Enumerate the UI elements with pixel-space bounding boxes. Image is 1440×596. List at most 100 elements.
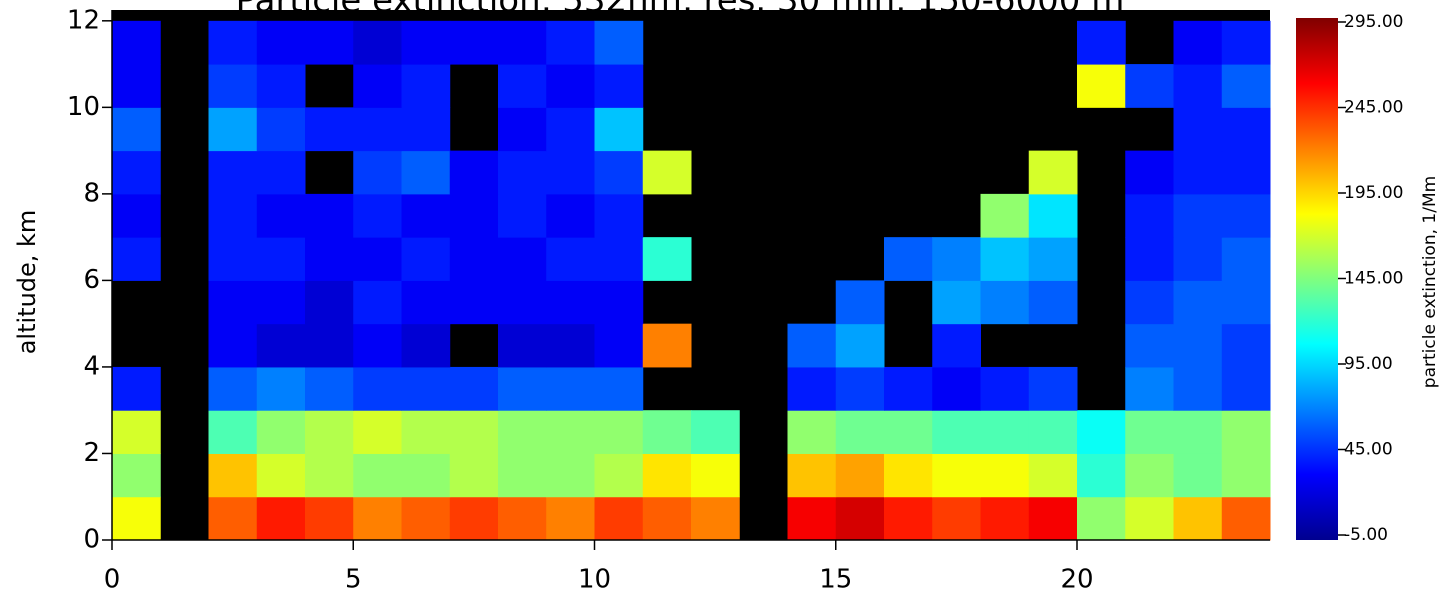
heat-cell bbox=[594, 64, 644, 108]
heat-cell bbox=[1077, 453, 1126, 498]
heat-cell bbox=[594, 410, 644, 454]
heat-cell bbox=[112, 193, 161, 238]
heat-cell bbox=[835, 366, 885, 411]
heat-cell bbox=[401, 453, 451, 498]
heat-cell bbox=[1028, 410, 1078, 454]
heat-cell bbox=[112, 64, 161, 108]
heat-cell bbox=[449, 237, 499, 281]
heat-cell bbox=[449, 280, 499, 325]
heat-cell bbox=[353, 64, 402, 108]
heat-cell bbox=[208, 496, 258, 541]
heat-cell bbox=[1173, 64, 1223, 108]
heat-cell bbox=[305, 496, 354, 541]
heat-cell bbox=[353, 237, 402, 281]
heat-cell bbox=[401, 107, 451, 152]
heat-cell bbox=[401, 366, 451, 411]
y-tick-label: 8 bbox=[83, 178, 100, 208]
heat-cell bbox=[305, 280, 354, 325]
heat-cell bbox=[401, 323, 451, 368]
heat-cell bbox=[112, 150, 161, 195]
heat-cell bbox=[642, 237, 692, 281]
heat-cell bbox=[787, 453, 837, 498]
heat-cell bbox=[546, 496, 595, 541]
colorbar-tick-label: 145.00 bbox=[1344, 269, 1403, 289]
heat-cell bbox=[498, 453, 547, 498]
heat-cell bbox=[932, 237, 981, 281]
heat-cell bbox=[208, 323, 258, 368]
colorbar-tick-label: 95.00 bbox=[1344, 354, 1393, 374]
heat-cell bbox=[112, 410, 161, 454]
heat-cell bbox=[498, 107, 547, 152]
heat-cell bbox=[498, 237, 547, 281]
heat-cell bbox=[932, 453, 981, 498]
heat-cell bbox=[1028, 366, 1078, 411]
heat-cell bbox=[449, 366, 499, 411]
heat-cell bbox=[1125, 323, 1174, 368]
heat-cell bbox=[401, 280, 451, 325]
heat-cell bbox=[546, 366, 595, 411]
heat-cell bbox=[594, 107, 644, 152]
heat-cell bbox=[980, 280, 1030, 325]
heat-cell bbox=[1221, 150, 1271, 195]
heat-cell bbox=[1125, 453, 1174, 498]
heat-cell bbox=[932, 280, 981, 325]
heat-cell bbox=[401, 20, 451, 65]
heat-cell bbox=[353, 323, 402, 368]
heat-cell bbox=[256, 237, 306, 281]
heat-cell bbox=[1221, 280, 1271, 325]
heat-cell bbox=[401, 193, 451, 238]
heat-cell bbox=[1221, 64, 1271, 108]
heat-cell bbox=[1125, 410, 1174, 454]
heat-cell bbox=[546, 20, 595, 65]
heat-cell bbox=[498, 496, 547, 541]
heat-cell bbox=[980, 453, 1030, 498]
heat-cell bbox=[787, 323, 837, 368]
heat-cell bbox=[256, 366, 306, 411]
heat-cell bbox=[1221, 323, 1271, 368]
heat-cell bbox=[353, 20, 402, 65]
colorbar-tick-label: 195.00 bbox=[1344, 183, 1403, 203]
heat-cell bbox=[498, 20, 547, 65]
x-tick-label: 0 bbox=[104, 565, 121, 595]
heat-cell bbox=[594, 366, 644, 411]
heat-cell bbox=[353, 496, 402, 541]
y-tick-label: 10 bbox=[67, 92, 100, 122]
heat-cell bbox=[305, 107, 354, 152]
y-axis-label: altitude, km bbox=[13, 210, 41, 355]
heat-cell bbox=[980, 496, 1030, 541]
heat-cell bbox=[787, 496, 837, 541]
heat-cell bbox=[594, 323, 644, 368]
x-tick-label: 10 bbox=[578, 565, 611, 595]
heat-cell bbox=[305, 193, 354, 238]
heat-cell bbox=[546, 237, 595, 281]
heat-cell bbox=[1028, 150, 1078, 195]
heat-cell bbox=[1221, 366, 1271, 411]
heat-cell bbox=[594, 496, 644, 541]
heat-cell bbox=[208, 64, 258, 108]
heat-cell bbox=[980, 193, 1030, 238]
heat-cell bbox=[498, 366, 547, 411]
heat-cell bbox=[1077, 20, 1126, 65]
heat-cell bbox=[1125, 366, 1174, 411]
heat-cell bbox=[112, 496, 161, 541]
colorbar-tick-label: 295.00 bbox=[1344, 12, 1403, 32]
colorbar-tick-label: -5.00 bbox=[1344, 525, 1388, 545]
y-tick-label: 12 bbox=[67, 5, 100, 35]
heat-cell bbox=[1028, 496, 1078, 541]
heat-cell bbox=[1173, 366, 1223, 411]
heat-cell bbox=[835, 410, 885, 454]
heat-cell bbox=[208, 193, 258, 238]
heat-cell bbox=[256, 410, 306, 454]
heat-cell bbox=[401, 410, 451, 454]
heat-cell bbox=[691, 453, 740, 498]
heat-cell bbox=[208, 410, 258, 454]
colorbar bbox=[1296, 18, 1338, 540]
heat-cell bbox=[642, 496, 692, 541]
heat-cell bbox=[1028, 453, 1078, 498]
heat-cell bbox=[305, 323, 354, 368]
heat-cell bbox=[112, 107, 161, 152]
heat-cell bbox=[449, 410, 499, 454]
heat-cell bbox=[691, 496, 740, 541]
y-tick-label: 2 bbox=[83, 438, 100, 468]
heat-cell bbox=[208, 366, 258, 411]
